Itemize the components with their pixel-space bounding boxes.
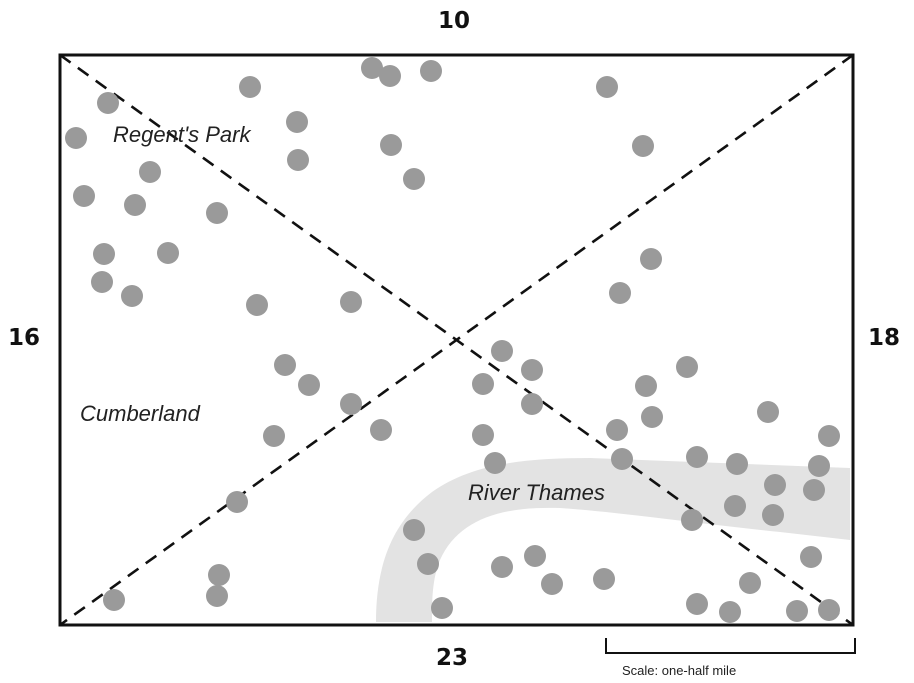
dot-marker bbox=[800, 546, 822, 568]
dot-marker bbox=[246, 294, 268, 316]
dot-marker bbox=[287, 149, 309, 171]
count-top-edge: 10 bbox=[438, 8, 471, 34]
dot-marker bbox=[541, 573, 563, 595]
diagonal-line-2 bbox=[59, 53, 854, 627]
dot-marker bbox=[686, 593, 708, 615]
dot-marker bbox=[803, 479, 825, 501]
dot-marker bbox=[239, 76, 261, 98]
dot-marker bbox=[818, 599, 840, 621]
dot-marker bbox=[472, 373, 494, 395]
dot-marker bbox=[472, 424, 494, 446]
dot-marker bbox=[420, 60, 442, 82]
dot-marker bbox=[611, 448, 633, 470]
dot-marker bbox=[609, 282, 631, 304]
dot-marker bbox=[370, 419, 392, 441]
dot-marker bbox=[124, 194, 146, 216]
dot-marker bbox=[226, 491, 248, 513]
label-regents-park: Regent's Park bbox=[113, 122, 251, 147]
dot-marker bbox=[521, 393, 543, 415]
dot-marker bbox=[340, 291, 362, 313]
dot-marker bbox=[208, 564, 230, 586]
dot-marker bbox=[606, 419, 628, 441]
label-river-thames: River Thames bbox=[468, 480, 605, 505]
dot-marker bbox=[681, 509, 703, 531]
dot-marker bbox=[808, 455, 830, 477]
dot-marker bbox=[757, 401, 779, 423]
label-cumberland: Cumberland bbox=[80, 401, 200, 426]
dot-marker bbox=[635, 375, 657, 397]
dot-marker bbox=[641, 406, 663, 428]
dot-marker bbox=[91, 271, 113, 293]
dot-marker bbox=[361, 57, 383, 79]
dot-marker bbox=[103, 589, 125, 611]
dot-marker bbox=[726, 453, 748, 475]
scale-bar bbox=[605, 638, 856, 654]
dot-marker bbox=[298, 374, 320, 396]
dot-marker bbox=[818, 425, 840, 447]
dot-marker bbox=[139, 161, 161, 183]
dot-marker bbox=[431, 597, 453, 619]
dot-marker bbox=[206, 202, 228, 224]
count-bottom-edge: 23 bbox=[436, 645, 469, 671]
dot-markers bbox=[65, 57, 840, 623]
dot-marker bbox=[686, 446, 708, 468]
dot-marker bbox=[340, 393, 362, 415]
dot-marker bbox=[724, 495, 746, 517]
dot-marker bbox=[380, 134, 402, 156]
map-border bbox=[58, 53, 855, 627]
dot-marker bbox=[97, 92, 119, 114]
dot-marker bbox=[73, 185, 95, 207]
count-right-edge: 18 bbox=[868, 325, 901, 351]
dot-marker bbox=[676, 356, 698, 378]
dot-marker bbox=[596, 76, 618, 98]
dot-marker bbox=[632, 135, 654, 157]
count-left-edge: 16 bbox=[8, 325, 41, 351]
dot-marker bbox=[417, 553, 439, 575]
dot-marker bbox=[640, 248, 662, 270]
dot-marker bbox=[484, 452, 506, 474]
dot-marker bbox=[65, 127, 87, 149]
dot-marker bbox=[593, 568, 615, 590]
dot-marker bbox=[491, 340, 513, 362]
dot-marker bbox=[762, 504, 784, 526]
dot-marker bbox=[491, 556, 513, 578]
dot-marker bbox=[521, 359, 543, 381]
dot-marker bbox=[739, 572, 761, 594]
dot-marker bbox=[263, 425, 285, 447]
dot-marker bbox=[274, 354, 296, 376]
dot-marker bbox=[157, 242, 179, 264]
dot-marker bbox=[379, 65, 401, 87]
scale-label: Scale: one-half mile bbox=[622, 663, 737, 678]
dot-marker bbox=[719, 601, 741, 623]
dot-marker bbox=[786, 600, 808, 622]
dot-marker bbox=[403, 168, 425, 190]
dot-marker bbox=[764, 474, 786, 496]
dot-marker bbox=[524, 545, 546, 567]
dot-marker bbox=[286, 111, 308, 133]
dot-marker bbox=[121, 285, 143, 307]
dot-marker bbox=[206, 585, 228, 607]
dot-marker bbox=[403, 519, 425, 541]
dot-marker bbox=[93, 243, 115, 265]
